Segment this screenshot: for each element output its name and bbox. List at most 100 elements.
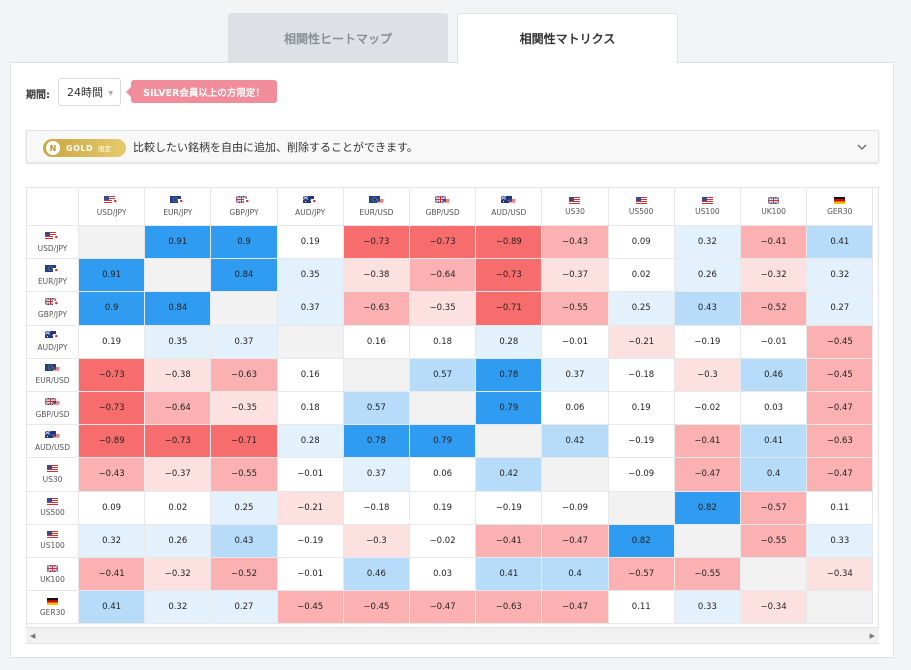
flag-us-icon — [47, 531, 58, 539]
flag-us-icon — [47, 498, 58, 506]
matrix-panel: 期間: 24時間 ▼ SILVER会員以上の方限定！ N GOLD 限定 比較し… — [10, 62, 894, 658]
column-header-label: USD/JPY — [96, 208, 127, 217]
flag-eu-jp-icon — [170, 196, 185, 205]
matrix-cell: −0.35 — [211, 392, 278, 426]
row-header: EUR/JPY — [27, 259, 79, 293]
matrix-cell: −0.64 — [410, 259, 477, 293]
silver-member-badge: SILVER会員以上の方限定！ — [126, 80, 277, 103]
matrix-cell: 0.09 — [608, 226, 675, 260]
matrix-cell: −0.47 — [542, 524, 609, 558]
matrix-cell: −0.43 — [542, 226, 609, 260]
matrix-cell: −0.73 — [145, 425, 212, 459]
matrix-cell: −0.47 — [674, 458, 741, 492]
column-header-label: US500 — [628, 207, 654, 216]
correlation-matrix[interactable]: USD/JPY EUR/JPY GBP/JPY AUD/JPY EUR/USD … — [26, 187, 879, 644]
matrix-cell-diagonal — [476, 425, 543, 459]
matrix-cell: 0.57 — [410, 358, 477, 392]
chevron-down-icon[interactable] — [856, 141, 868, 153]
flag-us-icon — [701, 197, 713, 204]
matrix-cell: −0.64 — [145, 392, 212, 426]
matrix-cell: −0.01 — [741, 325, 808, 359]
matrix-cell: −0.71 — [476, 292, 543, 326]
matrix-cell: 0.91 — [79, 259, 146, 293]
matrix-cell: 0.26 — [145, 524, 212, 558]
matrix-cell: 0.41 — [476, 558, 543, 592]
matrix-cell: 0.18 — [277, 392, 344, 426]
matrix-cell: 0.26 — [674, 259, 741, 293]
row-header-label: EUR/USD — [35, 376, 70, 386]
row-header: US30 — [27, 458, 79, 492]
scroll-right-icon[interactable]: ▶ — [869, 632, 875, 640]
matrix-cell: 0.27 — [211, 591, 278, 625]
flag-de-icon — [47, 597, 58, 605]
tab-correlation-heatmap[interactable]: 相関性ヒートマップ — [228, 13, 448, 62]
column-header: USD/JPY — [79, 188, 146, 226]
matrix-cell: 0.37 — [211, 325, 278, 359]
matrix-cell: −0.47 — [410, 591, 477, 625]
matrix-cell: −0.34 — [741, 591, 808, 625]
flag-eu-us-icon — [368, 196, 384, 205]
matrix-cell: 0.37 — [542, 358, 609, 392]
matrix-cell: −0.41 — [674, 425, 741, 459]
row-header: AUD/USD — [27, 425, 79, 459]
matrix-cell: −0.09 — [542, 491, 609, 525]
matrix-cell: −0.38 — [145, 358, 212, 392]
matrix-cell: −0.32 — [741, 259, 808, 293]
chevron-down-icon: ▼ — [108, 90, 113, 97]
matrix-cell: −0.18 — [343, 491, 410, 525]
matrix-cell: 0.32 — [145, 591, 212, 625]
matrix-cell-diagonal — [211, 292, 278, 326]
matrix-cell: −0.21 — [277, 491, 344, 525]
matrix-cell: −0.73 — [476, 259, 543, 293]
matrix-cell: −0.47 — [807, 392, 874, 426]
matrix-cell: −0.18 — [608, 358, 675, 392]
horizontal-scrollbar[interactable]: ◀ ▶ — [26, 627, 879, 643]
matrix-cell: 0.35 — [277, 259, 344, 293]
matrix-cell: −0.63 — [476, 591, 543, 625]
matrix-cell: 0.84 — [145, 292, 212, 326]
gold-badge-limit: 限定 — [98, 145, 112, 153]
matrix-cell: −0.32 — [145, 558, 212, 592]
matrix-cell: −0.73 — [343, 226, 410, 260]
column-header-label: GER30 — [827, 207, 853, 216]
column-header-label: GBP/USD — [425, 208, 460, 217]
matrix-cell-diagonal — [674, 524, 741, 558]
row-header-label: AUD/JPY — [37, 343, 68, 353]
column-header: US500 — [608, 188, 675, 226]
matrix-cell: 0.35 — [145, 325, 212, 359]
matrix-cell: 0.79 — [476, 392, 543, 426]
gold-feature-bar[interactable]: N GOLD 限定 比較したい銘柄を自由に追加、削除することができます。 — [26, 130, 879, 163]
matrix-cell: −0.21 — [608, 325, 675, 359]
matrix-cell: −0.52 — [211, 558, 278, 592]
matrix-cell: −0.02 — [674, 392, 741, 426]
column-header: GBP/JPY — [211, 188, 278, 226]
flag-gb-icon — [46, 564, 59, 573]
matrix-cell: −0.55 — [674, 558, 741, 592]
matrix-cell: 0.16 — [343, 325, 410, 359]
tab-correlation-matrix[interactable]: 相関性マトリクス — [457, 13, 678, 63]
matrix-cell: 0.4 — [542, 558, 609, 592]
matrix-cell: −0.38 — [343, 259, 410, 293]
column-header: EUR/JPY — [145, 188, 212, 226]
row-header-label: US500 — [40, 508, 65, 518]
matrix-cell: 0.33 — [807, 524, 874, 558]
matrix-cell: 0.42 — [542, 425, 609, 459]
matrix-cell: 0.32 — [674, 226, 741, 260]
matrix-cell: −0.34 — [807, 558, 874, 592]
period-select[interactable]: 24時間 ▼ — [58, 78, 121, 106]
row-header: USD/JPY — [27, 226, 79, 260]
scroll-left-icon[interactable]: ◀ — [30, 632, 36, 640]
matrix-cell: −0.73 — [79, 358, 146, 392]
matrix-cell: −0.73 — [79, 392, 146, 426]
column-header: GER30 — [807, 188, 874, 226]
flag-au-jp-icon — [44, 330, 60, 340]
matrix-cell: −0.55 — [741, 524, 808, 558]
matrix-cell: −0.47 — [542, 591, 609, 625]
row-header: EUR/USD — [27, 358, 79, 392]
column-header: GBP/USD — [410, 188, 477, 226]
matrix-cell: −0.45 — [807, 325, 874, 359]
row-header: GBP/JPY — [27, 292, 79, 326]
matrix-cell: 0.09 — [79, 491, 146, 525]
matrix-cell: −0.3 — [674, 358, 741, 392]
matrix-cell: 0.82 — [674, 491, 741, 525]
